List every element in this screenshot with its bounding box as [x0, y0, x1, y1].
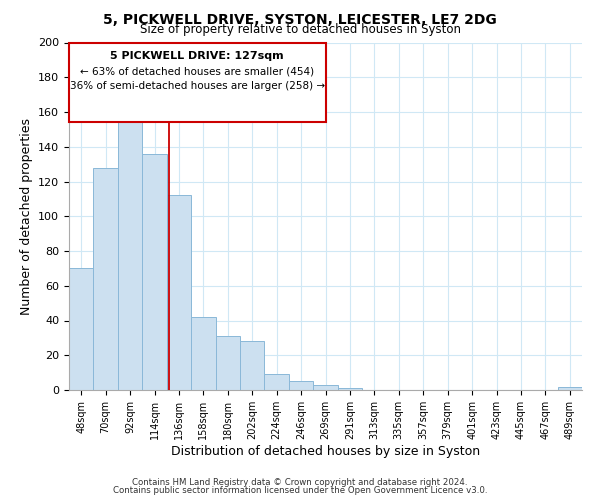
X-axis label: Distribution of detached houses by size in Syston: Distribution of detached houses by size … — [171, 444, 480, 458]
Bar — [94, 168, 118, 390]
Text: 5 PICKWELL DRIVE: 127sqm: 5 PICKWELL DRIVE: 127sqm — [110, 51, 284, 61]
Bar — [142, 154, 167, 390]
Text: 36% of semi-detached houses are larger (258) →: 36% of semi-detached houses are larger (… — [70, 82, 325, 92]
Bar — [265, 374, 289, 390]
Bar — [313, 385, 338, 390]
Text: Size of property relative to detached houses in Syston: Size of property relative to detached ho… — [139, 22, 461, 36]
Bar — [69, 268, 94, 390]
Bar — [338, 388, 362, 390]
Text: Contains HM Land Registry data © Crown copyright and database right 2024.: Contains HM Land Registry data © Crown c… — [132, 478, 468, 487]
Text: Contains public sector information licensed under the Open Government Licence v3: Contains public sector information licen… — [113, 486, 487, 495]
Bar — [191, 317, 215, 390]
Y-axis label: Number of detached properties: Number of detached properties — [20, 118, 32, 315]
Bar — [167, 196, 191, 390]
FancyBboxPatch shape — [69, 42, 325, 122]
Bar — [289, 382, 313, 390]
Bar — [557, 386, 582, 390]
Text: ← 63% of detached houses are smaller (454): ← 63% of detached houses are smaller (45… — [80, 67, 314, 77]
Text: 5, PICKWELL DRIVE, SYSTON, LEICESTER, LE7 2DG: 5, PICKWELL DRIVE, SYSTON, LEICESTER, LE… — [103, 12, 497, 26]
Bar — [215, 336, 240, 390]
Bar — [240, 342, 265, 390]
Bar — [118, 107, 142, 390]
